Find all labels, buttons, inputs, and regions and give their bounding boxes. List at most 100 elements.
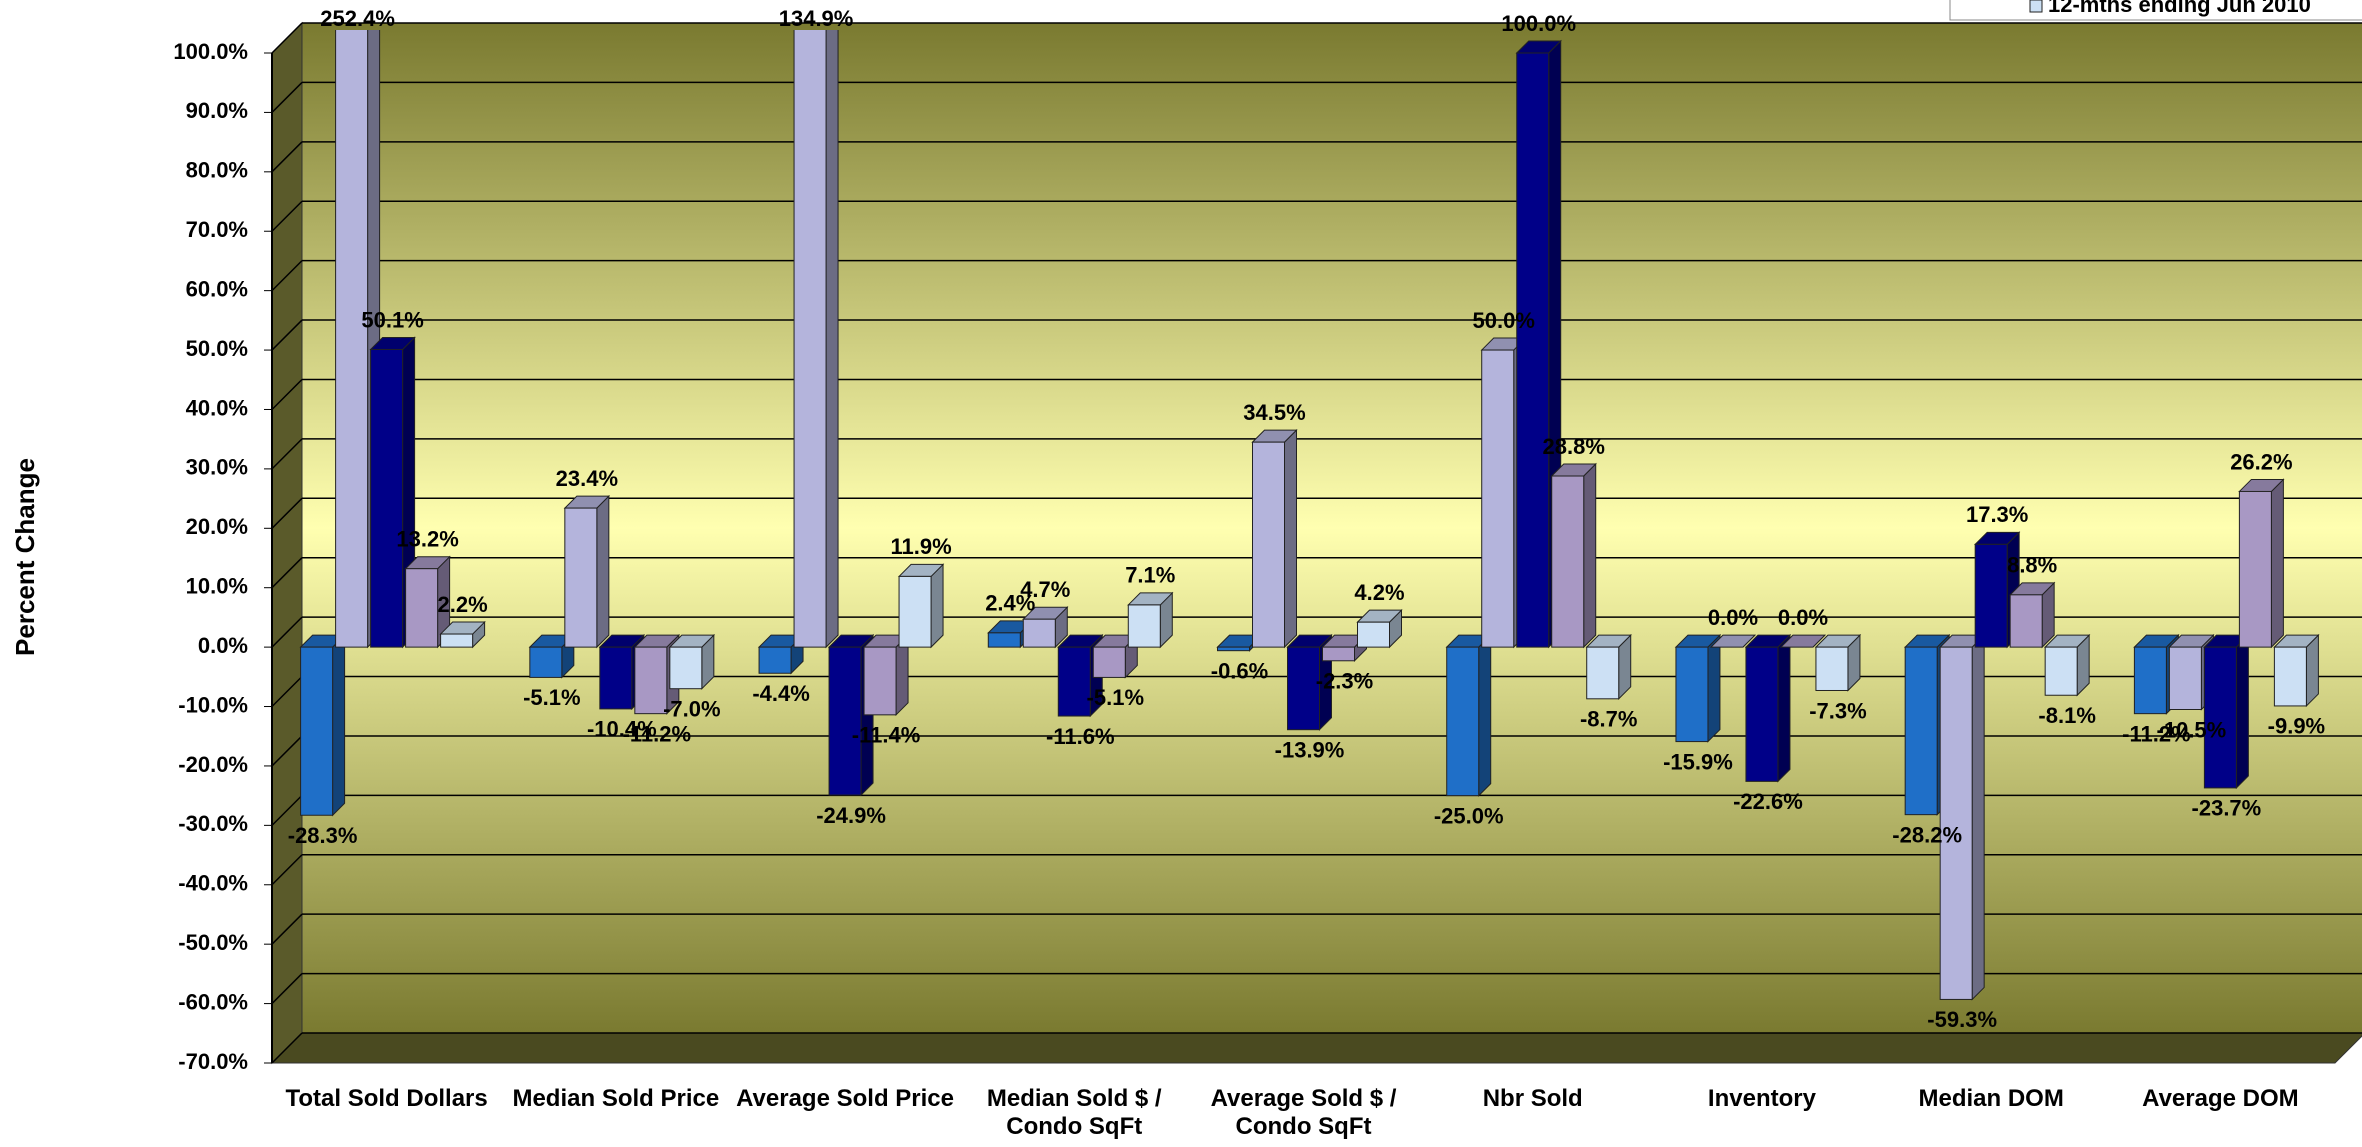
x-tick-label: Average Sold Price <box>736 1085 954 1112</box>
x-tick-label: Total Sold Dollars <box>285 1085 488 1112</box>
bar <box>2238 490 2272 648</box>
value-label: -2.3% <box>1316 669 1373 694</box>
bar <box>564 507 598 648</box>
x-tick-label: Inventory <box>1707 1085 1816 1112</box>
value-label: -7.3% <box>1809 698 1866 723</box>
value-label: -7.0% <box>663 697 720 722</box>
bar-side <box>930 563 944 649</box>
bar <box>1586 646 1620 700</box>
grid-line-side <box>271 22 303 54</box>
value-label: -15.9% <box>1663 749 1733 774</box>
x-tick-label: Median Sold $ / Condo SqFt <box>986 1085 1162 1140</box>
value-label: -22.6% <box>1733 789 1803 814</box>
y-tick-label: 50.0% <box>186 336 248 361</box>
value-label: -25.0% <box>1434 803 1504 828</box>
grid-line-side <box>271 854 303 886</box>
bar <box>898 575 932 648</box>
value-label: 2.4% <box>985 591 1035 616</box>
bar <box>2273 646 2307 707</box>
y-tick-label: 30.0% <box>186 455 248 480</box>
bar <box>1322 646 1355 662</box>
grid-line-side <box>271 438 303 470</box>
grid-line-side <box>271 616 303 648</box>
value-label: -9.9% <box>2268 714 2325 739</box>
bar <box>1481 349 1515 648</box>
value-label: 50.1% <box>361 307 423 332</box>
value-label: -8.1% <box>2038 703 2095 728</box>
y-tick-label: 90.0% <box>186 98 248 123</box>
bar <box>793 30 827 648</box>
bar-side <box>1971 633 1985 1001</box>
value-label: -11.2% <box>2122 721 2191 746</box>
value-label: -24.9% <box>816 803 886 828</box>
bar-side <box>2235 633 2249 790</box>
x-tick-label: Median DOM <box>1918 1085 2064 1112</box>
grid-line-side <box>271 973 303 1005</box>
bars <box>299 30 2320 1001</box>
y-tick-label: -20.0% <box>178 752 248 777</box>
bar <box>1446 646 1480 797</box>
bar <box>1092 646 1126 678</box>
y-axis-title: Percent Change <box>10 458 40 656</box>
value-label: 17.3% <box>1966 502 2028 527</box>
bar <box>1357 621 1390 648</box>
bar-side <box>1478 633 1492 797</box>
bar-side <box>825 30 839 649</box>
x-tick-label: Nbr Sold <box>1482 1085 1583 1112</box>
grid-line-side <box>271 260 303 292</box>
bar-side <box>1777 633 1791 783</box>
legend-label: 12-mths ending Jun 2010 <box>2048 0 2311 17</box>
grid-line-side <box>271 497 303 529</box>
floor <box>270 1032 2362 1064</box>
y-tick-label: 0.0% <box>198 633 248 658</box>
grid-line-side <box>271 913 303 945</box>
value-label: 8.8% <box>2007 553 2057 578</box>
side-wall <box>271 21 303 1065</box>
grid-line-side <box>271 735 303 767</box>
bar <box>863 646 897 716</box>
value-label: -10.5% <box>2157 717 2227 742</box>
grid-line-side <box>271 200 303 232</box>
bar <box>1057 646 1091 717</box>
x-tick-label: Average DOM <box>2142 1085 2299 1112</box>
value-label: -11.2% <box>623 721 692 746</box>
value-label: -23.7% <box>2192 796 2262 821</box>
bar <box>335 30 369 648</box>
bar <box>828 646 862 796</box>
value-label: 7.1% <box>1125 563 1175 588</box>
y-tick-label: -40.0% <box>178 871 248 896</box>
bar <box>1252 441 1285 648</box>
grid-line-side <box>271 378 303 411</box>
value-label: -11.6% <box>1046 724 1115 749</box>
grid-line-side <box>271 557 303 589</box>
back-wall <box>301 22 2362 1034</box>
value-label: -8.7% <box>1580 707 1637 732</box>
bar-side <box>1583 462 1597 649</box>
bar <box>1287 646 1320 731</box>
y-tick-label: -70.0% <box>178 1049 248 1074</box>
value-label: 23.4% <box>556 466 618 491</box>
value-label: -28.3% <box>288 823 358 848</box>
value-label: 4.7% <box>1020 577 1070 602</box>
bar <box>758 646 792 674</box>
bar <box>669 646 703 690</box>
bar-top <box>1779 634 1827 648</box>
value-label: 26.2% <box>2230 449 2292 474</box>
bar <box>1022 618 1056 648</box>
value-label: -10.4% <box>587 717 657 742</box>
legend-swatch <box>2029 0 2043 13</box>
bar-side <box>1707 633 1721 743</box>
value-label: 0.0% <box>1708 605 1758 630</box>
value-label: -28.2% <box>1892 822 1962 847</box>
y-tick-label: 70.0% <box>186 217 248 242</box>
x-tick-label: Median Sold Price <box>512 1085 720 1112</box>
value-label: -59.3% <box>1927 1007 1997 1032</box>
value-label: 134.9% <box>779 6 854 31</box>
grid-line-side <box>271 794 303 826</box>
bar <box>599 646 633 710</box>
value-label: 13.2% <box>396 527 458 552</box>
bar <box>1815 646 1849 691</box>
value-label: -5.1% <box>1087 685 1144 710</box>
